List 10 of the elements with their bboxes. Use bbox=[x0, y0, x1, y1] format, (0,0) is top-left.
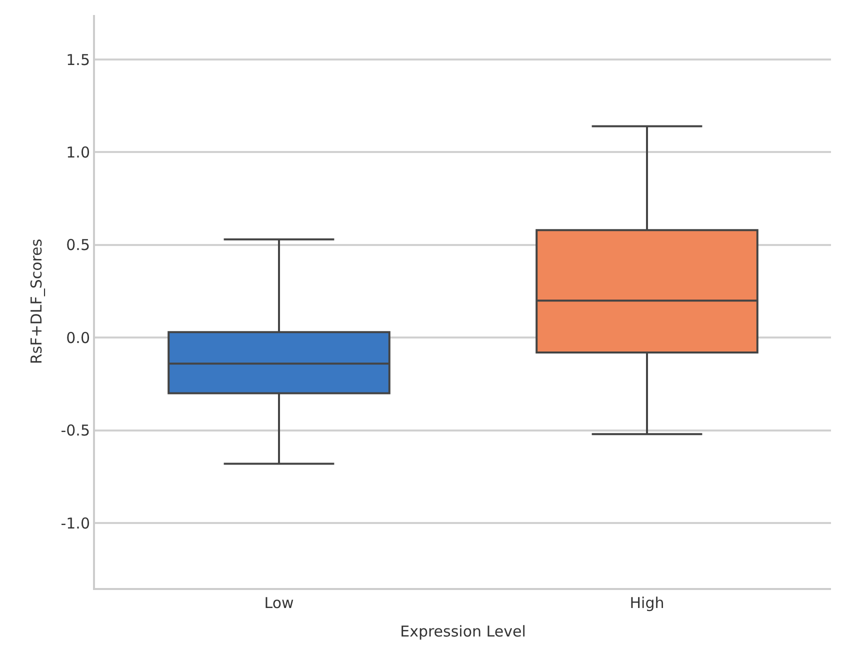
y-tick-label: 0.5 bbox=[66, 236, 90, 254]
y-tick-label: 0.0 bbox=[66, 328, 90, 347]
y-tick-label: -0.5 bbox=[60, 422, 90, 440]
x-axis-title: Expression Level bbox=[400, 622, 526, 640]
y-tick-label: -1.0 bbox=[60, 514, 90, 532]
x-tick-label: Low bbox=[264, 594, 294, 612]
y-axis-title: RsF+DLF_Scores bbox=[27, 238, 46, 364]
y-tick-label: 1.0 bbox=[66, 143, 90, 162]
x-tick-label: High bbox=[630, 594, 664, 612]
y-tick-label: 1.5 bbox=[66, 50, 90, 69]
